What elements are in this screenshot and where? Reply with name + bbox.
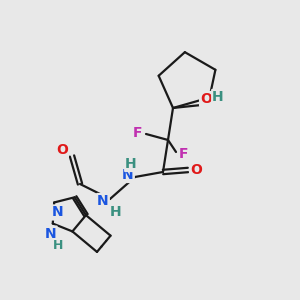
Text: H: H <box>212 90 224 104</box>
Text: F: F <box>179 147 189 161</box>
Text: F: F <box>133 126 143 140</box>
Text: H: H <box>125 157 137 171</box>
Text: H: H <box>52 239 63 252</box>
Text: O: O <box>200 92 212 106</box>
Text: H: H <box>110 205 122 219</box>
Text: N: N <box>122 168 134 182</box>
Text: O: O <box>190 163 202 177</box>
Text: N: N <box>97 194 109 208</box>
Text: N: N <box>51 206 63 220</box>
Text: O: O <box>56 143 68 157</box>
Text: N: N <box>45 226 57 241</box>
